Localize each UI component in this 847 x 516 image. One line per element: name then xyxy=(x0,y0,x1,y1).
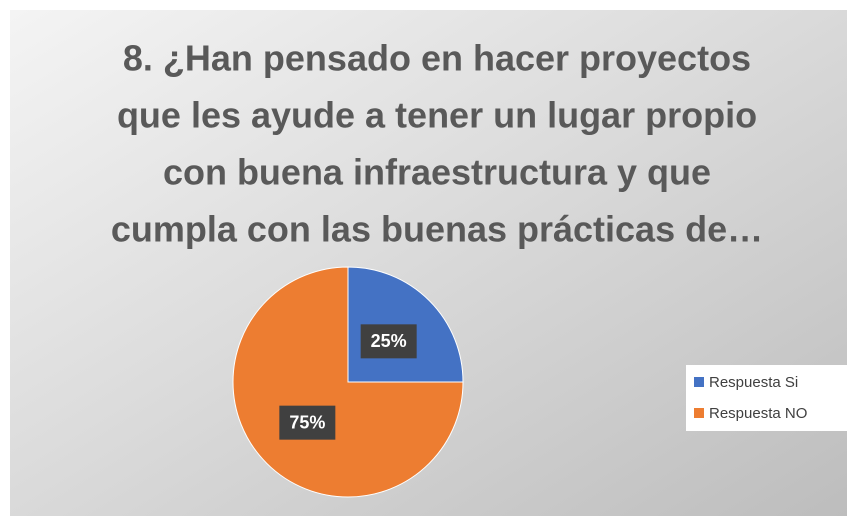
data-label-box xyxy=(360,324,417,359)
legend-label: Respuesta NO xyxy=(709,405,807,422)
legend-swatch xyxy=(694,377,704,387)
data-label: 25% xyxy=(371,331,407,351)
chart-title: cumpla con las buenas prácticas de… xyxy=(111,209,763,250)
legend-label: Respuesta Si xyxy=(709,374,798,391)
chart: 8. ¿Han pensado en hacer proyectos que le… xyxy=(10,10,847,516)
data-label-box xyxy=(279,405,336,440)
legend-box xyxy=(686,365,847,431)
chart-title: con buena infraestructura y que xyxy=(163,152,711,193)
chart-title: que les ayude a tener un lugar propio xyxy=(117,95,757,136)
legend-swatch xyxy=(694,408,704,418)
chart-title: 8. ¿Han pensado en hacer proyectos xyxy=(123,38,751,79)
data-label: 75% xyxy=(289,412,325,432)
